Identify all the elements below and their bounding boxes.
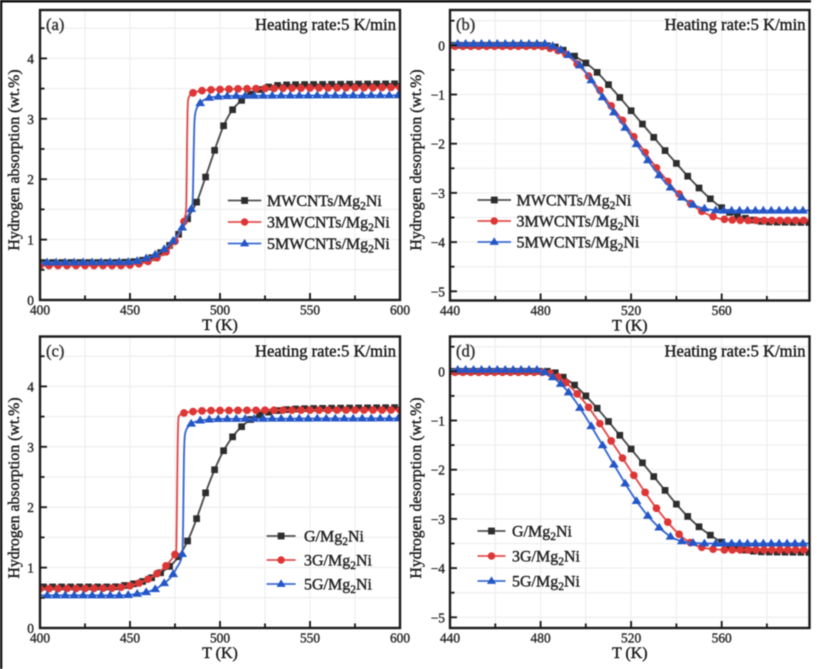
svg-text:600: 600 — [390, 303, 410, 318]
svg-text:600: 600 — [390, 631, 410, 646]
svg-text:440: 440 — [440, 631, 460, 646]
svg-text:−2: −2 — [431, 137, 445, 152]
svg-text:0: 0 — [27, 621, 34, 636]
svg-text:500: 500 — [210, 631, 230, 646]
svg-text:2: 2 — [27, 172, 34, 187]
svg-text:1: 1 — [27, 233, 34, 248]
svg-text:Heating rate:5 K/min: Heating rate:5 K/min — [255, 342, 397, 361]
svg-text:−2: −2 — [431, 463, 445, 478]
svg-text:MWCNTs/Mg2Ni: MWCNTs/Mg2Ni — [517, 193, 632, 213]
svg-text:Heating rate:5 K/min: Heating rate:5 K/min — [664, 342, 806, 361]
svg-text:480: 480 — [531, 303, 551, 318]
svg-text:5G/Mg2Ni: 5G/Mg2Ni — [304, 577, 373, 597]
svg-text:Heating rate:5 K/min: Heating rate:5 K/min — [255, 15, 397, 34]
svg-text:Heating rate:5 K/min: Heating rate:5 K/min — [664, 15, 806, 34]
svg-text:500: 500 — [210, 303, 230, 318]
svg-text:(a): (a) — [46, 15, 64, 34]
svg-text:Hydrogen desorption (wt.%): Hydrogen desorption (wt.%) — [408, 397, 425, 578]
svg-text:0: 0 — [438, 38, 445, 53]
svg-text:5MWCNTs/Mg2Ni: 5MWCNTs/Mg2Ni — [267, 236, 390, 256]
svg-text:520: 520 — [621, 631, 641, 646]
svg-text:MWCNTs/Mg2Ni: MWCNTs/Mg2Ni — [267, 193, 382, 213]
svg-text:−4: −4 — [431, 561, 446, 576]
svg-text:T (K): T (K) — [612, 318, 648, 335]
svg-text:−1: −1 — [431, 414, 445, 429]
svg-text:T (K): T (K) — [202, 645, 238, 662]
svg-text:(b): (b) — [456, 15, 475, 34]
svg-text:Hydrogen desorption (wt.%): Hydrogen desorption (wt.%) — [408, 69, 425, 250]
svg-text:0: 0 — [27, 293, 34, 308]
svg-text:0: 0 — [438, 364, 445, 379]
svg-text:550: 550 — [300, 631, 320, 646]
svg-text:−5: −5 — [431, 610, 446, 625]
svg-text:Hydrogen absorption (wt.%): Hydrogen absorption (wt.%) — [6, 397, 23, 578]
svg-text:T (K): T (K) — [612, 645, 648, 662]
svg-text:3G/Mg2Ni: 3G/Mg2Ni — [512, 549, 581, 569]
svg-text:G/Mg2Ni: G/Mg2Ni — [512, 524, 573, 544]
svg-text:3MWCNTs/Mg2Ni: 3MWCNTs/Mg2Ni — [267, 215, 390, 235]
svg-text:(c): (c) — [46, 342, 64, 361]
svg-text:3MWCNTs/Mg2Ni: 3MWCNTs/Mg2Ni — [517, 214, 640, 234]
svg-text:400: 400 — [30, 303, 50, 318]
svg-text:560: 560 — [712, 631, 732, 646]
svg-text:−4: −4 — [431, 235, 446, 250]
svg-text:400: 400 — [30, 631, 50, 646]
svg-text:2: 2 — [27, 500, 34, 515]
svg-text:450: 450 — [120, 631, 140, 646]
svg-text:3: 3 — [27, 112, 34, 127]
svg-text:1: 1 — [27, 561, 34, 576]
svg-text:440: 440 — [440, 303, 460, 318]
svg-text:G/Mg2Ni: G/Mg2Ni — [304, 529, 365, 549]
svg-text:4: 4 — [27, 379, 34, 394]
svg-text:(d): (d) — [456, 342, 475, 361]
svg-text:450: 450 — [120, 303, 140, 318]
svg-text:3G/Mg2Ni: 3G/Mg2Ni — [304, 553, 373, 573]
svg-text:Hydrogen absorption (wt.%): Hydrogen absorption (wt.%) — [6, 69, 23, 250]
svg-text:480: 480 — [531, 631, 551, 646]
svg-text:3: 3 — [27, 440, 34, 455]
svg-text:−1: −1 — [431, 88, 445, 103]
svg-text:T (K): T (K) — [202, 317, 238, 334]
svg-text:−5: −5 — [431, 284, 446, 299]
svg-text:5MWCNTs/Mg2Ni: 5MWCNTs/Mg2Ni — [517, 235, 640, 255]
svg-text:550: 550 — [300, 303, 320, 318]
svg-text:−3: −3 — [431, 186, 446, 201]
svg-text:4: 4 — [27, 51, 34, 66]
svg-text:520: 520 — [621, 303, 641, 318]
svg-text:5G/Mg2Ni: 5G/Mg2Ni — [512, 574, 581, 594]
svg-text:−3: −3 — [431, 512, 446, 527]
svg-text:560: 560 — [712, 303, 732, 318]
